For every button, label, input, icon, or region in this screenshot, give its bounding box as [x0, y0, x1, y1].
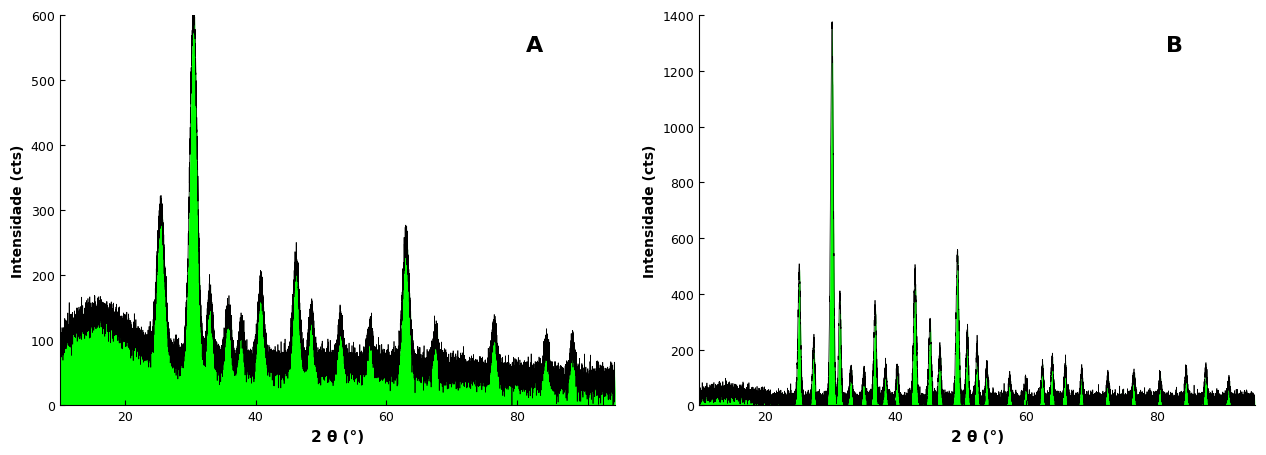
Y-axis label: Intensidade (cts): Intensidade (cts)	[643, 144, 657, 278]
Y-axis label: Intensidade (cts): Intensidade (cts)	[11, 144, 25, 278]
X-axis label: 2 θ (°): 2 θ (°)	[951, 429, 1004, 444]
Text: B: B	[1166, 35, 1182, 56]
X-axis label: 2 θ (°): 2 θ (°)	[310, 429, 363, 444]
Text: A: A	[527, 35, 543, 56]
